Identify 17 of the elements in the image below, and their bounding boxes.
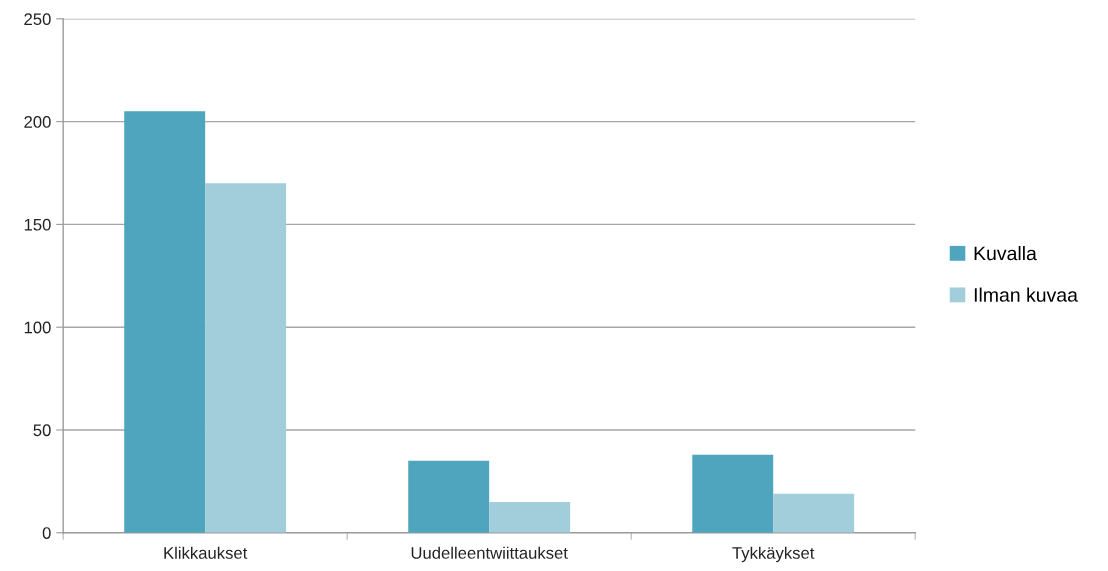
- bar: [773, 493, 855, 533]
- y-tick-label: 0: [42, 527, 51, 539]
- x-tick-label: Klikkaukset: [164, 546, 248, 559]
- y-tick-label: 50: [33, 424, 51, 437]
- x-tick-label: Tykkäykset: [732, 546, 815, 563]
- legend-label: Ilman kuvaa: [974, 287, 1078, 302]
- bar: [408, 460, 490, 533]
- y-tick-label: 150: [24, 218, 51, 231]
- y-tick-label: 200: [24, 116, 51, 128]
- y-tick-label: 100: [24, 321, 51, 334]
- bar: [124, 111, 206, 533]
- legend-label: Kuvalla: [974, 246, 1037, 261]
- x-tick-label: Uudelleentwiittaukset: [411, 546, 568, 559]
- bar: [692, 454, 774, 533]
- y-tick-label: 250: [24, 13, 51, 26]
- bar: [205, 183, 287, 533]
- bar: [489, 501, 571, 533]
